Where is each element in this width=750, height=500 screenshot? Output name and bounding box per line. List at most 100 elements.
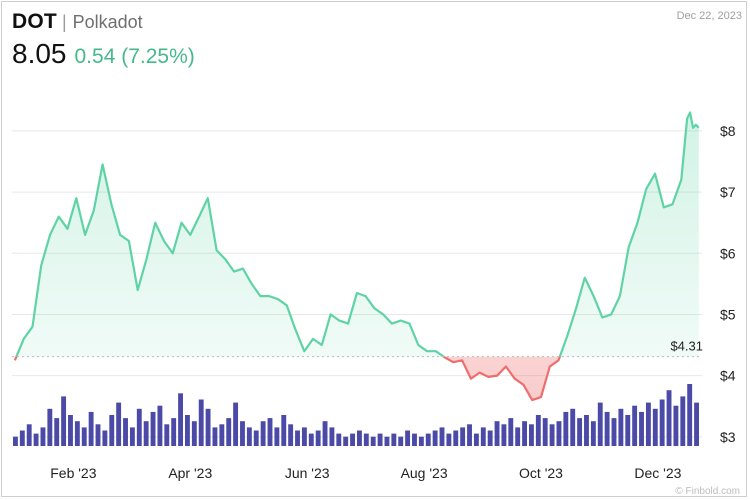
volume-bar bbox=[666, 390, 672, 446]
volume-bar bbox=[639, 411, 644, 446]
volume-bar bbox=[74, 421, 80, 446]
volume-bar bbox=[198, 399, 204, 446]
volume-bar bbox=[33, 433, 39, 446]
volume-bar bbox=[487, 430, 493, 446]
y-tick-label-4: $4 bbox=[720, 368, 736, 384]
volume-bar bbox=[460, 427, 466, 446]
volume-bar bbox=[391, 433, 397, 446]
volume-bar bbox=[143, 421, 149, 446]
volume-bar bbox=[54, 418, 60, 446]
volume-bar bbox=[13, 436, 18, 446]
volume-bar bbox=[405, 430, 411, 446]
volume-bar bbox=[329, 427, 335, 446]
volume-bar bbox=[171, 418, 177, 446]
volume-bar bbox=[81, 427, 87, 446]
volume-bar bbox=[694, 402, 699, 446]
x-tick-label: Oct '23 bbox=[519, 465, 563, 481]
volume-bar bbox=[604, 411, 610, 446]
volume-bar bbox=[26, 424, 32, 446]
volume-bar bbox=[680, 396, 686, 446]
volume-bar bbox=[205, 408, 211, 446]
volume-bar bbox=[253, 430, 259, 446]
volume-bar bbox=[336, 433, 342, 446]
reference-label: $4.31 bbox=[670, 339, 703, 354]
volume-bar bbox=[95, 424, 101, 446]
volume-bar bbox=[185, 415, 190, 446]
volume-bar bbox=[453, 430, 459, 446]
price-lines bbox=[13, 111, 700, 402]
volume-bar bbox=[501, 424, 507, 446]
volume-bar bbox=[412, 433, 417, 446]
volume-bar bbox=[88, 411, 94, 446]
y-tick-label-7: $7 bbox=[720, 184, 736, 200]
volume-bar bbox=[129, 427, 135, 446]
price-row: 8.05 0.54 (7.25%) bbox=[12, 38, 195, 70]
volume-bar bbox=[212, 427, 218, 446]
volume-bar bbox=[301, 427, 307, 446]
volume-bar bbox=[61, 396, 67, 446]
volume-bar bbox=[625, 415, 631, 446]
volume-bar bbox=[556, 421, 562, 446]
volume-bar bbox=[418, 436, 424, 446]
volume-bar bbox=[542, 418, 548, 446]
volume-bar bbox=[494, 421, 500, 446]
volume-bar bbox=[343, 436, 349, 446]
volume-bar bbox=[191, 421, 197, 446]
volume-bar bbox=[673, 405, 679, 446]
volume-bar bbox=[439, 427, 445, 446]
volume-bar bbox=[584, 415, 589, 446]
volume-bar bbox=[308, 433, 314, 446]
volume-bar bbox=[611, 418, 617, 446]
volume-bar bbox=[632, 405, 638, 446]
y-tick-label-8: $8 bbox=[720, 123, 736, 139]
price-line-up bbox=[15, 111, 700, 357]
volume-bar bbox=[432, 430, 438, 446]
volume-bar bbox=[652, 408, 658, 446]
volume-bar bbox=[398, 436, 404, 446]
price-area bbox=[14, 112, 699, 401]
volume-bar bbox=[446, 433, 452, 446]
volume-bar bbox=[260, 421, 266, 446]
volume-bar bbox=[274, 427, 280, 446]
volume-bar bbox=[357, 430, 362, 446]
volume-bar bbox=[267, 418, 273, 446]
y-tick-label-3: $3 bbox=[720, 429, 736, 445]
volume-bar bbox=[522, 421, 527, 446]
ticker-header: DOT | Polkadot bbox=[12, 10, 143, 34]
volume-bar bbox=[687, 384, 693, 446]
volume-bar bbox=[47, 408, 53, 446]
volume-bar bbox=[618, 408, 624, 446]
volume-bar bbox=[322, 421, 328, 446]
volume-bar bbox=[535, 415, 541, 446]
volume-bar bbox=[597, 402, 603, 446]
volume-bar bbox=[109, 415, 115, 446]
volume-bar bbox=[480, 427, 486, 446]
volume-bar bbox=[425, 433, 431, 446]
price-change: 0.54 (7.25%) bbox=[74, 45, 195, 68]
chart-date: Dec 22, 2023 bbox=[676, 10, 742, 22]
volume-bar bbox=[123, 418, 128, 446]
volume-bar bbox=[467, 424, 472, 446]
volume-bar bbox=[150, 411, 156, 446]
volume-bar bbox=[240, 421, 245, 446]
volume-bar bbox=[315, 430, 321, 446]
volume-bar bbox=[659, 399, 665, 446]
volume-bar bbox=[233, 402, 239, 446]
volume-bar bbox=[295, 430, 300, 446]
y-axis-ticks: $3 $4 $5 $6 $7 $8 bbox=[720, 123, 736, 445]
volume-bar bbox=[246, 427, 252, 446]
volume-bar bbox=[178, 393, 183, 446]
volume-bar bbox=[590, 421, 596, 446]
asset-name: Polkadot bbox=[72, 12, 143, 32]
volume-bar bbox=[377, 433, 383, 446]
volume-bar bbox=[281, 415, 287, 446]
x-tick-label: Feb '23 bbox=[50, 465, 96, 481]
volume-bar bbox=[563, 411, 569, 446]
volume-bar bbox=[288, 424, 294, 446]
price-area-up bbox=[16, 112, 699, 357]
volume-bar bbox=[136, 408, 142, 446]
x-tick-label: Aug '23 bbox=[401, 465, 448, 481]
volume-bar bbox=[645, 402, 651, 446]
volume-bar bbox=[164, 424, 170, 446]
volume-bar bbox=[370, 436, 376, 446]
